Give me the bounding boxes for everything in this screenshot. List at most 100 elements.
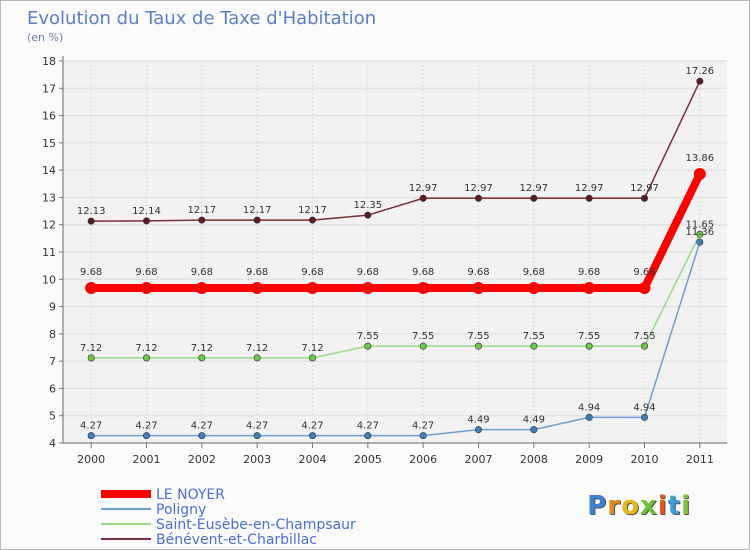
data-point — [419, 194, 427, 202]
legend-item: LE NOYER — [101, 487, 225, 503]
data-label: 7.55 — [523, 331, 545, 342]
data-label: 11.36 — [686, 227, 715, 238]
data-label: 12.35 — [354, 200, 383, 211]
data-point — [308, 216, 316, 224]
data-label: 4.94 — [578, 402, 600, 413]
data-point — [417, 282, 430, 295]
data-label: 4.27 — [246, 421, 268, 432]
y-tick-label: 4 — [49, 437, 56, 450]
data-label: 7.55 — [578, 331, 600, 342]
data-point — [640, 194, 648, 202]
data-label: 12.17 — [243, 205, 272, 216]
x-tick-label: 2009 — [575, 453, 603, 466]
logo-letter: x — [639, 491, 658, 521]
data-label: 7.55 — [357, 331, 379, 342]
data-label: 7.12 — [135, 343, 157, 354]
data-point — [696, 238, 704, 246]
y-tick-label: 18 — [42, 55, 56, 68]
legend-item: Saint-Eusèbe-en-Champsaur — [101, 517, 356, 533]
data-point — [585, 194, 593, 202]
data-point — [253, 354, 261, 362]
series-line — [90, 80, 701, 222]
data-point — [251, 282, 264, 295]
logo-letter: i — [681, 491, 691, 521]
data-label: 12.97 — [464, 183, 493, 194]
y-tick-label: 13 — [42, 191, 56, 204]
data-label: 9.68 — [357, 267, 379, 278]
data-label: 7.12 — [301, 343, 323, 354]
x-tick-label: 2007 — [465, 453, 493, 466]
y-tick-label: 17 — [42, 82, 56, 95]
data-label: 9.68 — [80, 267, 102, 278]
data-point — [143, 217, 151, 225]
data-point — [195, 282, 208, 295]
data-point — [198, 354, 206, 362]
data-label: 7.12 — [80, 343, 102, 354]
data-label: 12.97 — [630, 183, 659, 194]
y-tick-label: 14 — [42, 164, 56, 177]
data-label: 4.27 — [301, 421, 323, 432]
data-point — [253, 216, 261, 224]
chart-subtitle: (en %) — [27, 31, 64, 44]
data-label: 12.17 — [298, 205, 327, 216]
data-point — [306, 282, 319, 295]
data-point — [308, 432, 316, 440]
series-saint-eus-be-en-champsaur: 7.12 7.12 7.12 7.12 7.12 7.55 7.55 7.55 7.55 7.55… — [80, 219, 715, 362]
data-point — [364, 211, 372, 219]
data-label: 12.97 — [520, 183, 549, 194]
data-label: 13.86 — [686, 153, 715, 164]
data-label: 4.27 — [80, 421, 102, 432]
data-point — [696, 77, 704, 85]
x-tick-label: 2006 — [409, 453, 437, 466]
data-label: 9.68 — [633, 267, 655, 278]
data-label: 9.68 — [578, 267, 600, 278]
y-tick-label: 15 — [42, 137, 56, 150]
data-point — [474, 194, 482, 202]
data-point — [85, 282, 98, 295]
data-label: 17.26 — [686, 66, 715, 77]
data-label: 4.27 — [412, 421, 434, 432]
x-tick-label: 2011 — [686, 453, 714, 466]
logo-letter: r — [607, 491, 622, 521]
legend-label: Poligny — [156, 502, 206, 518]
data-point — [364, 432, 372, 440]
legend-item: Poligny — [101, 502, 206, 518]
data-point — [696, 230, 704, 238]
y-tick-label: 6 — [49, 382, 56, 395]
data-point — [143, 432, 151, 440]
data-label: 11.65 — [686, 219, 715, 230]
data-point — [530, 194, 538, 202]
x-tick-label: 2003 — [243, 453, 271, 466]
data-label: 7.12 — [246, 343, 268, 354]
data-point — [419, 342, 427, 350]
data-label: 7.55 — [412, 331, 434, 342]
data-point — [585, 413, 593, 421]
data-point — [472, 282, 485, 295]
y-tick-label: 12 — [42, 219, 56, 232]
data-label: 9.68 — [467, 267, 489, 278]
data-point — [308, 354, 316, 362]
data-point — [143, 354, 151, 362]
series-line — [87, 169, 704, 293]
data-point — [640, 342, 648, 350]
legend-item: Bénévent-et-Charbillac — [101, 532, 317, 548]
legend-label: Bénévent-et-Charbillac — [156, 532, 317, 548]
x-tick-label: 2002 — [188, 453, 216, 466]
data-label: 9.68 — [246, 267, 268, 278]
data-label: 12.97 — [409, 183, 438, 194]
data-point — [527, 282, 540, 295]
data-point — [198, 216, 206, 224]
data-point — [474, 342, 482, 350]
logo-letter: P — [587, 491, 608, 521]
data-point — [253, 432, 261, 440]
data-point — [474, 426, 482, 434]
series-le-noyer: 9.68 9.68 9.68 9.68 9.68 9.68 9.68 9.68 9.68 9.68… — [80, 153, 715, 295]
data-point — [419, 432, 427, 440]
logo-letter: o — [621, 491, 640, 521]
legend-label: LE NOYER — [156, 487, 225, 503]
data-label: 9.68 — [523, 267, 545, 278]
data-point — [640, 413, 648, 421]
data-label: 12.17 — [188, 205, 217, 216]
data-label: 12.14 — [132, 206, 161, 217]
